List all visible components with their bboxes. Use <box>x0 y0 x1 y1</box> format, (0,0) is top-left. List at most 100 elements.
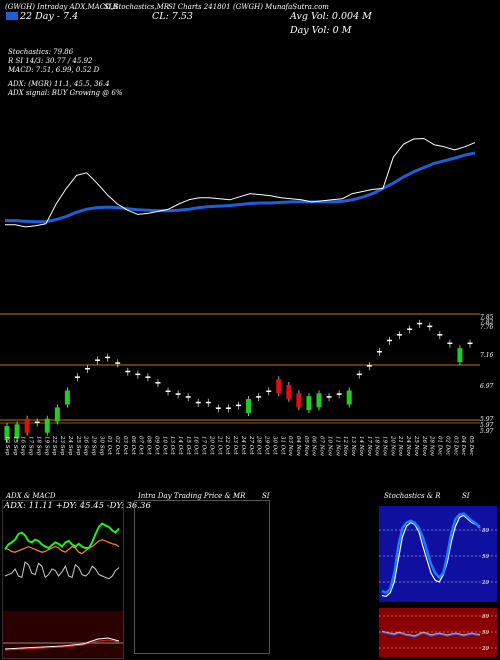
stoch-readout: Stochastics: 79.86 <box>8 48 74 56</box>
price-tick: 5.97 <box>480 422 494 429</box>
date-tick-label: 04 Dec <box>460 436 466 456</box>
date-tick-label: 03 Nov <box>287 436 293 457</box>
candle-body <box>85 367 91 370</box>
date-tick-label: 31 Oct <box>279 436 285 455</box>
candle-body <box>105 356 111 359</box>
date-tick-label: 07 Oct <box>138 436 144 455</box>
date-tick-label: 16 Sep <box>20 436 26 456</box>
candle-body <box>24 418 30 433</box>
date-tick-label: 09 Oct <box>153 436 159 455</box>
candle-body <box>336 393 342 395</box>
main-price-chart: 12 Sep 15 Sep 16 Sep 17 Sep 18 Sep 19 Sep 22 S… <box>0 138 480 457</box>
date-tick-label: 17 Nov <box>366 436 372 457</box>
date-tick-label: 17 Sep <box>28 436 34 456</box>
date-tick-label: 10 Nov <box>326 436 332 457</box>
stoch-panel-title: Stochastics & R <box>384 492 441 500</box>
candle-body <box>437 334 443 336</box>
date-tick-label: 05 Dec <box>468 436 474 456</box>
date-axis: 12 Sep 15 Sep 16 Sep 17 Sep 18 Sep 19 Sep 22 S… <box>4 435 474 457</box>
date-tick-label: 06 Oct <box>130 436 136 455</box>
date-tick-label: 12 Nov <box>342 436 348 457</box>
candle-body <box>4 426 10 441</box>
adx-panel-title: ADX & MACD <box>6 492 56 500</box>
candle-body <box>266 390 272 393</box>
stoch-k-line <box>381 512 481 595</box>
date-tick-label: 24 Sep <box>67 435 73 456</box>
candle-body <box>467 342 473 345</box>
date-tick-label: 06 Nov <box>311 436 317 457</box>
date-tick-label: 28 Nov <box>429 435 435 457</box>
mrsi-panel-title-right: SI <box>262 492 270 500</box>
candle-body <box>215 407 221 409</box>
candle-body <box>95 359 101 361</box>
date-tick-label: 25 Sep <box>75 435 81 456</box>
date-tick-label: 24 Oct <box>240 435 246 455</box>
date-tick-label: 10 Oct <box>161 436 167 455</box>
adx-readout: ADX: (MGR) 11.1, 45.5, 36.4 <box>8 80 110 88</box>
date-tick-label: 23 Oct <box>232 435 238 455</box>
date-tick-label: 23 Sep <box>59 435 65 456</box>
macd-background <box>3 611 123 658</box>
date-tick-label: 03 Oct <box>122 436 128 455</box>
date-tick-label: 26 Sep <box>83 435 89 456</box>
ma-line <box>5 151 476 224</box>
candle-body <box>54 407 60 422</box>
candle-body <box>256 396 262 398</box>
date-tick-label: 26 Nov <box>421 435 427 457</box>
date-tick-label: 14 Oct <box>177 436 183 455</box>
macd-signal-line <box>4 639 120 651</box>
date-tick-label: 24 Nov <box>405 435 411 457</box>
stoch-background <box>379 506 497 602</box>
candle-body <box>135 373 141 376</box>
close-label: CL: 7.53 <box>152 11 193 22</box>
date-tick-label: 18 Sep <box>36 436 42 456</box>
date-tick-label: 21 Nov <box>397 435 403 457</box>
legend-label: 22 Day - 7.4 <box>20 11 79 22</box>
price-tick: 6.97 <box>480 383 494 390</box>
candle-body <box>407 328 413 330</box>
candle-body <box>427 325 433 328</box>
plus-di-line <box>4 522 120 550</box>
candle-body <box>296 393 302 408</box>
date-tick-label: 30 Oct <box>271 436 277 455</box>
stoch-d-line <box>381 514 481 598</box>
date-tick-label: 25 Nov <box>413 435 419 457</box>
price-tick: 5.97 <box>480 428 494 435</box>
candle-body <box>326 396 332 398</box>
stoch-rsi-panel: 80 50 20 80 50 20 <box>379 500 497 657</box>
date-tick-label: 01 Dec <box>437 436 443 456</box>
candle-body <box>125 370 131 373</box>
date-tick-label: 27 Oct <box>248 435 254 455</box>
candle-body <box>145 376 151 378</box>
date-tick-label: 13 Nov <box>350 436 356 457</box>
candle-body <box>346 390 352 405</box>
adx-signal-readout: ADX signal: BUY Growing @ 6% <box>8 89 123 97</box>
candle-body <box>356 373 362 376</box>
avg-volume: Avg Vol: 0.004 M <box>290 11 372 22</box>
adx-macd-panel <box>2 500 124 659</box>
date-tick-label: 19 Nov <box>382 436 388 457</box>
candle-body <box>376 351 382 353</box>
candle-body <box>155 382 161 384</box>
candle-body <box>447 342 453 345</box>
header-title-left: (GWGH) Intraday ADX,MACD,R <box>5 3 118 11</box>
date-tick-label: 19 Sep <box>43 436 49 456</box>
candle-body <box>276 379 282 394</box>
date-tick-label: 15 Sep <box>12 436 18 456</box>
date-tick-label: 12 Sep <box>4 436 10 456</box>
date-tick-label: 02 Oct <box>114 436 120 455</box>
candlestick-series <box>4 319 473 444</box>
date-tick-label: 07 Nov <box>319 436 325 457</box>
mrsi-panel-title: Intra Day Trading Price & MR <box>138 492 246 500</box>
date-tick-label: 29 Sep <box>91 435 97 456</box>
candle-body <box>225 407 231 409</box>
stoch-tick-label: 20 <box>481 580 489 586</box>
date-tick-label: 22 Sep <box>51 435 57 456</box>
header-title-mid: SI,Stochastics,MR <box>104 3 170 11</box>
stoch-rsi-chart: 80 50 20 80 50 20 <box>379 506 497 657</box>
candle-body <box>64 390 70 405</box>
price-tick: 7.76 <box>480 324 494 331</box>
stoch-tick-label: 80 <box>482 528 489 534</box>
candle-body <box>14 424 20 439</box>
rsi-tick-label: 50 <box>482 630 489 636</box>
